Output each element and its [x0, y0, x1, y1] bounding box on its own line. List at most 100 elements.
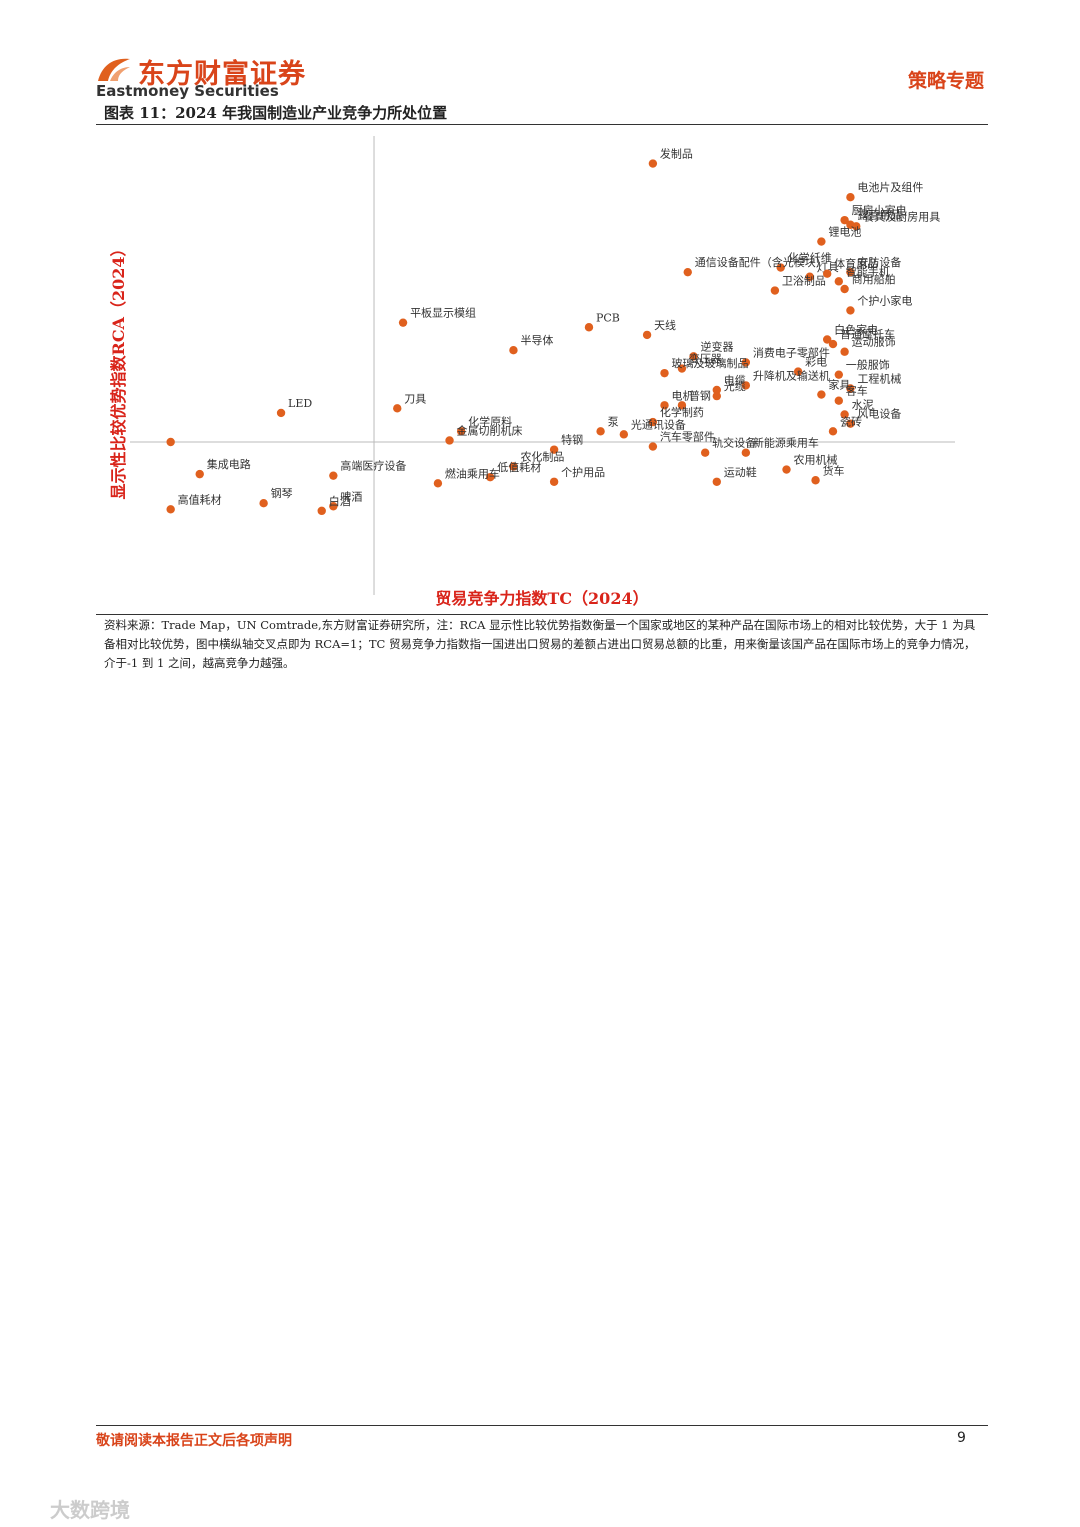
point-label: 安防设备 [857, 255, 901, 269]
point [596, 427, 605, 436]
point [846, 267, 855, 277]
point-label: 化学制药 [660, 405, 704, 419]
point [840, 284, 849, 294]
point-label: 通信设备配件（含光模块） [695, 255, 827, 269]
point [648, 417, 658, 427]
point [782, 465, 791, 474]
point [398, 318, 408, 327]
point-label: 化学原料 [468, 414, 512, 428]
point-label: 商用船舶 [852, 272, 896, 286]
point-label: 电机 [672, 388, 694, 402]
point-label: 电缆 [724, 374, 746, 387]
point [509, 462, 518, 471]
point [840, 410, 849, 419]
point [805, 272, 814, 281]
point [509, 346, 518, 355]
point-label: 锂电池 [828, 225, 861, 239]
point-label: 卫浴制品 [782, 275, 826, 288]
point-label: 瓷砖 [840, 414, 862, 428]
point-label: 厨房小家电 [852, 203, 907, 217]
point-label: PCB [596, 311, 620, 324]
point [648, 159, 658, 168]
logo-mark [98, 58, 130, 81]
page-number: 9 [957, 1430, 966, 1446]
point-label: 钢琴 [271, 487, 293, 500]
point-label: 泵 [608, 415, 619, 428]
point [700, 448, 710, 457]
point [166, 505, 175, 514]
point-label: 风电设备 [857, 407, 901, 421]
point-label: 普通摩托车 [840, 327, 895, 341]
x-axis-label: 贸易竞争力指数TC（2024） [435, 589, 648, 608]
point [834, 396, 844, 405]
point-label: 新能源乘用车 [753, 436, 819, 450]
note: 资料来源：Trade Map，UN Comtrade,东方财富证券研究所，注：R… [104, 618, 976, 670]
point-label: 彩电 [805, 356, 827, 369]
point-label: 个护小家电 [857, 293, 912, 307]
point [712, 391, 721, 401]
point-label: 变压器 [689, 352, 722, 366]
point [834, 277, 844, 286]
point-label: 逆变器 [701, 339, 734, 353]
point [689, 352, 698, 361]
point [329, 502, 338, 511]
brand-en: Eastmoney Securities [96, 82, 279, 100]
point [846, 384, 855, 393]
point-label: 一般服饰 [846, 358, 890, 372]
point [828, 427, 838, 436]
point [677, 401, 687, 410]
point [642, 330, 652, 340]
point-label: 半导体 [520, 333, 553, 347]
point-label: 高端医疗设备 [340, 459, 406, 473]
point [776, 263, 785, 272]
point [817, 390, 826, 399]
rule [96, 614, 988, 615]
point-label: 升降机及输送机 [753, 368, 830, 382]
point-label: 个护用品 [561, 465, 605, 479]
disclaimer: 敬请阅读本报告正文后各项声明 [96, 1433, 292, 1449]
point-label: 工程机械 [857, 371, 901, 385]
point [660, 368, 669, 378]
point-label: 普钢 [689, 388, 711, 402]
point-label: 运动鞋 [724, 465, 757, 479]
point-label: 农用机械 [794, 453, 838, 467]
point-label: 集成电路 [207, 457, 251, 471]
point [712, 385, 721, 395]
point [276, 408, 286, 418]
point [846, 220, 855, 229]
point-label: 啤酒 [340, 489, 362, 503]
point [584, 323, 594, 332]
point [840, 215, 849, 225]
point [741, 358, 751, 367]
point [166, 437, 175, 447]
point [846, 419, 855, 428]
point [549, 445, 559, 454]
point [741, 448, 751, 457]
point-label: 白酒 [329, 494, 351, 508]
point [741, 381, 751, 390]
point-label: 体育用品 [834, 257, 878, 271]
point-label: 光缆 [724, 379, 746, 393]
point-label: 汽车零部件 [660, 430, 715, 444]
point-label: 发制品 [660, 147, 693, 161]
point-label: 消费电子零部件 [753, 345, 830, 359]
point [683, 267, 692, 277]
point [393, 404, 402, 413]
figure-title: 图表 11：2024 年我国制造业产业竞争力所处位置 [104, 104, 448, 122]
point-label: 灯具 [817, 261, 839, 274]
point [486, 472, 495, 482]
point [456, 427, 466, 436]
point [834, 370, 844, 379]
y-axis-label: 显示性比较优势指数RCA（2024） [109, 241, 128, 500]
point [822, 269, 832, 278]
point-label: 化学纤维 [788, 251, 832, 265]
point-label: 电池片及组件 [857, 180, 923, 194]
point [712, 477, 721, 486]
rule [96, 1425, 988, 1426]
point [433, 479, 443, 488]
point-label: 金属切削机床 [457, 423, 523, 437]
point-label: 货车 [823, 463, 845, 477]
point-label: 水泥 [852, 398, 874, 411]
